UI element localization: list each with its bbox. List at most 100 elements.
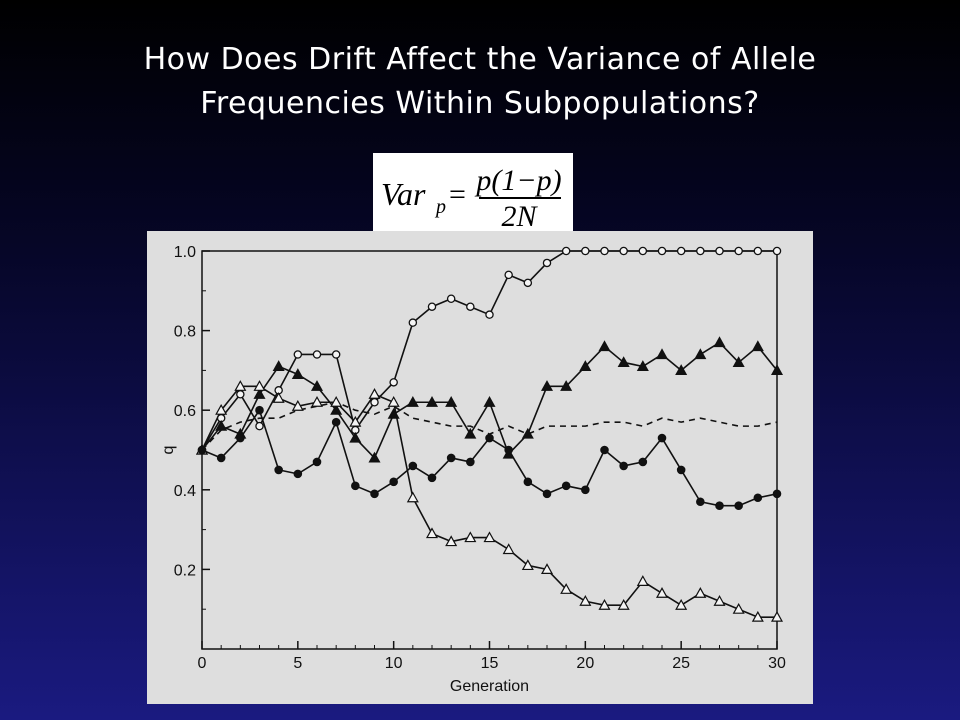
data-point-series-4: [657, 433, 667, 443]
data-point-series-1: [504, 270, 513, 280]
data-point-series-4: [255, 405, 264, 415]
y-tick-label: 0.2: [174, 562, 196, 579]
data-point-series-4: [523, 477, 533, 487]
slide-title: How Does Drift Affect the Variance of Al…: [0, 38, 960, 126]
data-point-series-4: [753, 493, 763, 503]
data-point-series-4: [581, 485, 590, 495]
data-point-series-3: [215, 403, 228, 415]
data-point-series-3: [521, 559, 534, 571]
data-point-series-2: [579, 360, 592, 372]
data-point-series-1: [657, 246, 667, 256]
data-point-series-1: [466, 302, 475, 311]
data-point-series-3: [464, 531, 477, 543]
data-point-series-4: [389, 477, 398, 487]
data-point-series-3: [425, 527, 439, 539]
formula-denominator: 2N: [501, 200, 538, 233]
data-point-series-1: [753, 246, 763, 256]
data-point-series-3: [770, 610, 784, 622]
formula-equals: =: [449, 178, 466, 211]
data-point-series-4: [542, 489, 552, 499]
data-point-series-3: [406, 491, 419, 503]
data-point-series-1: [734, 246, 743, 256]
data-point-series-2: [215, 419, 228, 431]
data-point-series-3: [579, 595, 592, 606]
data-point-series-4: [427, 473, 437, 483]
data-point-series-3: [253, 380, 266, 391]
data-point-series-2: [483, 396, 496, 407]
series-line-4: [201, 409, 778, 507]
data-point-series-3: [368, 388, 381, 399]
data-point-series-4: [236, 433, 245, 443]
data-point-series-2: [598, 340, 611, 352]
data-point-series-1: [331, 350, 341, 359]
x-tick-label: 15: [481, 655, 499, 672]
data-point-series-4: [734, 501, 743, 511]
data-point-series-1: [389, 378, 398, 387]
data-point-series-4: [504, 445, 513, 455]
chart-markers: [195, 246, 784, 622]
data-point-series-1: [236, 390, 245, 399]
data-point-series-2: [675, 364, 688, 375]
data-point-series-3: [445, 535, 458, 547]
formula-lhs: Var: [381, 176, 426, 212]
data-point-series-1: [619, 246, 628, 256]
data-point-series-1: [446, 294, 456, 304]
data-point-series-1: [427, 302, 437, 311]
data-point-series-3: [234, 380, 247, 391]
data-point-series-2: [291, 368, 304, 379]
data-point-series-1: [581, 246, 590, 256]
data-point-series-1: [370, 397, 379, 407]
data-point-series-4: [600, 445, 609, 455]
data-point-series-1: [293, 350, 303, 359]
variance-formula: Var p = p(1−p) 2N: [373, 153, 573, 233]
data-point-series-2: [560, 380, 573, 391]
data-point-series-4: [715, 501, 724, 511]
y-tick-label: 0.8: [174, 324, 196, 341]
data-point-series-2: [540, 380, 554, 391]
data-point-series-3: [675, 598, 688, 610]
data-point-series-1: [600, 246, 609, 256]
x-tick-label: 20: [576, 655, 594, 672]
data-point-series-4: [370, 489, 379, 499]
data-point-series-4: [485, 433, 494, 443]
data-point-series-1: [696, 246, 705, 256]
formula-lhs-subscript: p: [434, 196, 446, 218]
data-point-series-4: [446, 453, 456, 463]
y-tick-label: 0.6: [174, 403, 196, 420]
data-point-series-1: [561, 246, 571, 256]
data-point-series-2: [349, 431, 362, 443]
data-point-series-2: [636, 360, 649, 372]
data-point-series-3: [732, 602, 745, 614]
data-point-series-1: [408, 318, 418, 327]
data-point-series-3: [598, 598, 611, 610]
data-point-series-3: [655, 587, 669, 598]
data-point-series-1: [485, 310, 494, 319]
drift-chart: 0 5 10 15 20 25 30 0.2 0.4 0.6 0.8 1.0 Generation q: [160, 244, 786, 695]
y-tick-label: 0.4: [174, 483, 196, 500]
data-point-series-3: [483, 531, 496, 543]
data-point-series-2: [732, 356, 745, 368]
data-point-series-3: [713, 595, 726, 606]
data-point-series-2: [330, 403, 343, 415]
data-point-series-3: [330, 396, 343, 407]
slide-title-line-2: Frequencies Within Subpopulations?: [200, 86, 760, 121]
drift-chart-panel: 0 5 10 15 20 25 30 0.2 0.4 0.6 0.8 1.0 Generation q: [147, 231, 813, 704]
x-tick-label: 10: [385, 655, 403, 672]
data-point-series-2: [406, 396, 419, 407]
data-point-series-4: [216, 453, 226, 463]
data-point-series-4: [466, 457, 475, 467]
data-point-series-2: [521, 427, 534, 439]
chart-labels: 0 5 10 15 20 25 30 0.2 0.4 0.6 0.8 1.0 Generation q: [160, 244, 786, 695]
data-point-series-1: [772, 246, 782, 256]
data-point-series-1: [312, 350, 322, 359]
data-point-series-2: [464, 427, 477, 439]
x-tick-label: 0: [198, 655, 207, 672]
data-point-series-3: [636, 575, 649, 586]
data-point-series-4: [676, 465, 686, 475]
data-point-series-3: [694, 587, 707, 598]
data-point-series-4: [619, 461, 628, 471]
data-point-series-3: [502, 543, 515, 555]
data-point-series-1: [715, 246, 724, 256]
data-point-series-4: [772, 489, 782, 499]
series-line-5: [201, 401, 778, 451]
